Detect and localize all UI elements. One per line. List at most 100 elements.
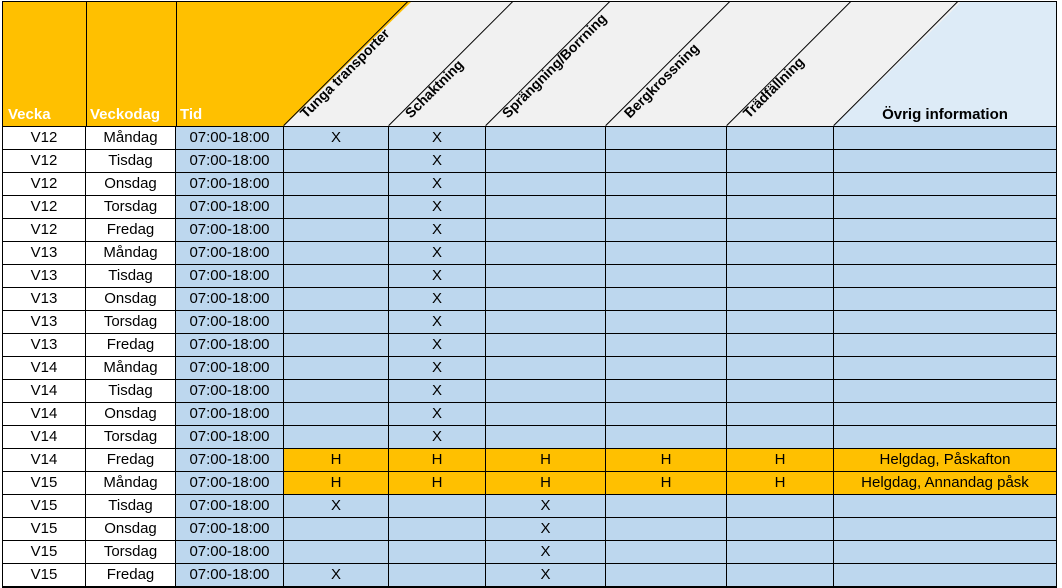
cell-sprangning_borrning bbox=[486, 265, 606, 288]
cell-ovrig_information bbox=[834, 242, 1056, 265]
cell-sprangning_borrning bbox=[486, 334, 606, 357]
cell-tid: 07:00-18:00 bbox=[176, 150, 284, 173]
cell-tradfallning bbox=[727, 426, 834, 449]
cell-schaktning: X bbox=[389, 265, 486, 288]
cell-tid: 07:00-18:00 bbox=[176, 242, 284, 265]
col-header-vecka: Vecka bbox=[8, 106, 51, 123]
header-blue-background bbox=[960, 2, 1056, 126]
cell-tradfallning bbox=[727, 564, 834, 587]
col-header-veckodag: Veckodag bbox=[90, 106, 161, 123]
cell-schaktning: X bbox=[389, 380, 486, 403]
cell-ovrig_information bbox=[834, 311, 1056, 334]
cell-veckodag: Måndag bbox=[86, 472, 176, 495]
cell-tradfallning: H bbox=[727, 449, 834, 472]
cell-tunga_transporter bbox=[284, 311, 389, 334]
cell-tradfallning bbox=[727, 357, 834, 380]
cell-vecka: V14 bbox=[3, 426, 86, 449]
table-body: V12 Måndag 07:00-18:00 X X V12 Tisdag 07:00-18:… bbox=[3, 127, 1056, 587]
cell-ovrig_information bbox=[834, 357, 1056, 380]
cell-tid: 07:00-18:00 bbox=[176, 426, 284, 449]
cell-sprangning_borrning: H bbox=[486, 449, 606, 472]
cell-bergkrossning bbox=[606, 380, 727, 403]
cell-tradfallning bbox=[727, 288, 834, 311]
cell-sprangning_borrning bbox=[486, 380, 606, 403]
cell-bergkrossning bbox=[606, 518, 727, 541]
cell-schaktning: X bbox=[389, 288, 486, 311]
cell-ovrig_information bbox=[834, 426, 1056, 449]
header-orange-background bbox=[3, 2, 284, 126]
cell-bergkrossning bbox=[606, 265, 727, 288]
header-divider bbox=[86, 2, 87, 126]
cell-veckodag: Måndag bbox=[86, 357, 176, 380]
cell-tid: 07:00-18:00 bbox=[176, 334, 284, 357]
cell-vecka: V13 bbox=[3, 265, 86, 288]
cell-tradfallning bbox=[727, 403, 834, 426]
cell-ovrig_information bbox=[834, 334, 1056, 357]
cell-bergkrossning bbox=[606, 426, 727, 449]
cell-tid: 07:00-18:00 bbox=[176, 541, 284, 564]
cell-bergkrossning bbox=[606, 334, 727, 357]
cell-schaktning: X bbox=[389, 357, 486, 380]
cell-bergkrossning: H bbox=[606, 449, 727, 472]
cell-tradfallning bbox=[727, 495, 834, 518]
cell-vecka: V12 bbox=[3, 150, 86, 173]
cell-bergkrossning bbox=[606, 127, 727, 150]
cell-tradfallning bbox=[727, 380, 834, 403]
cell-bergkrossning bbox=[606, 541, 727, 564]
cell-schaktning: X bbox=[389, 219, 486, 242]
cell-vecka: V15 bbox=[3, 518, 86, 541]
cell-tid: 07:00-18:00 bbox=[176, 196, 284, 219]
cell-sprangning_borrning: X bbox=[486, 495, 606, 518]
cell-ovrig_information bbox=[834, 564, 1056, 587]
cell-tunga_transporter bbox=[284, 196, 389, 219]
cell-schaktning: X bbox=[389, 334, 486, 357]
cell-tunga_transporter bbox=[284, 380, 389, 403]
cell-schaktning: X bbox=[389, 403, 486, 426]
cell-veckodag: Torsdag bbox=[86, 311, 176, 334]
cell-veckodag: Torsdag bbox=[86, 426, 176, 449]
cell-sprangning_borrning: X bbox=[486, 541, 606, 564]
cell-veckodag: Fredag bbox=[86, 219, 176, 242]
cell-sprangning_borrning bbox=[486, 288, 606, 311]
cell-bergkrossning bbox=[606, 242, 727, 265]
cell-ovrig_information bbox=[834, 219, 1056, 242]
cell-bergkrossning bbox=[606, 564, 727, 587]
cell-tid: 07:00-18:00 bbox=[176, 449, 284, 472]
cell-vecka: V13 bbox=[3, 288, 86, 311]
cell-vecka: V14 bbox=[3, 357, 86, 380]
cell-schaktning: X bbox=[389, 426, 486, 449]
cell-sprangning_borrning bbox=[486, 311, 606, 334]
cell-ovrig_information bbox=[834, 403, 1056, 426]
cell-vecka: V13 bbox=[3, 311, 86, 334]
cell-tradfallning bbox=[727, 173, 834, 196]
cell-bergkrossning bbox=[606, 403, 727, 426]
cell-bergkrossning bbox=[606, 288, 727, 311]
cell-sprangning_borrning: H bbox=[486, 472, 606, 495]
cell-tradfallning bbox=[727, 334, 834, 357]
cell-tid: 07:00-18:00 bbox=[176, 403, 284, 426]
cell-vecka: V14 bbox=[3, 380, 86, 403]
cell-sprangning_borrning bbox=[486, 150, 606, 173]
cell-bergkrossning: H bbox=[606, 472, 727, 495]
cell-tradfallning bbox=[727, 541, 834, 564]
cell-vecka: V15 bbox=[3, 495, 86, 518]
cell-sprangning_borrning bbox=[486, 196, 606, 219]
cell-veckodag: Onsdag bbox=[86, 518, 176, 541]
cell-tunga_transporter bbox=[284, 173, 389, 196]
cell-vecka: V15 bbox=[3, 472, 86, 495]
cell-schaktning: H bbox=[389, 472, 486, 495]
cell-ovrig_information bbox=[834, 196, 1056, 219]
cell-bergkrossning bbox=[606, 311, 727, 334]
cell-vecka: V12 bbox=[3, 173, 86, 196]
cell-ovrig_information: Helgdag, Annandag påsk bbox=[834, 472, 1056, 495]
cell-veckodag: Tisdag bbox=[86, 380, 176, 403]
cell-tunga_transporter bbox=[284, 288, 389, 311]
cell-veckodag: Måndag bbox=[86, 127, 176, 150]
cell-tradfallning bbox=[727, 196, 834, 219]
cell-tunga_transporter bbox=[284, 518, 389, 541]
cell-sprangning_borrning bbox=[486, 173, 606, 196]
cell-tid: 07:00-18:00 bbox=[176, 357, 284, 380]
cell-bergkrossning bbox=[606, 219, 727, 242]
cell-vecka: V14 bbox=[3, 403, 86, 426]
cell-vecka: V15 bbox=[3, 541, 86, 564]
